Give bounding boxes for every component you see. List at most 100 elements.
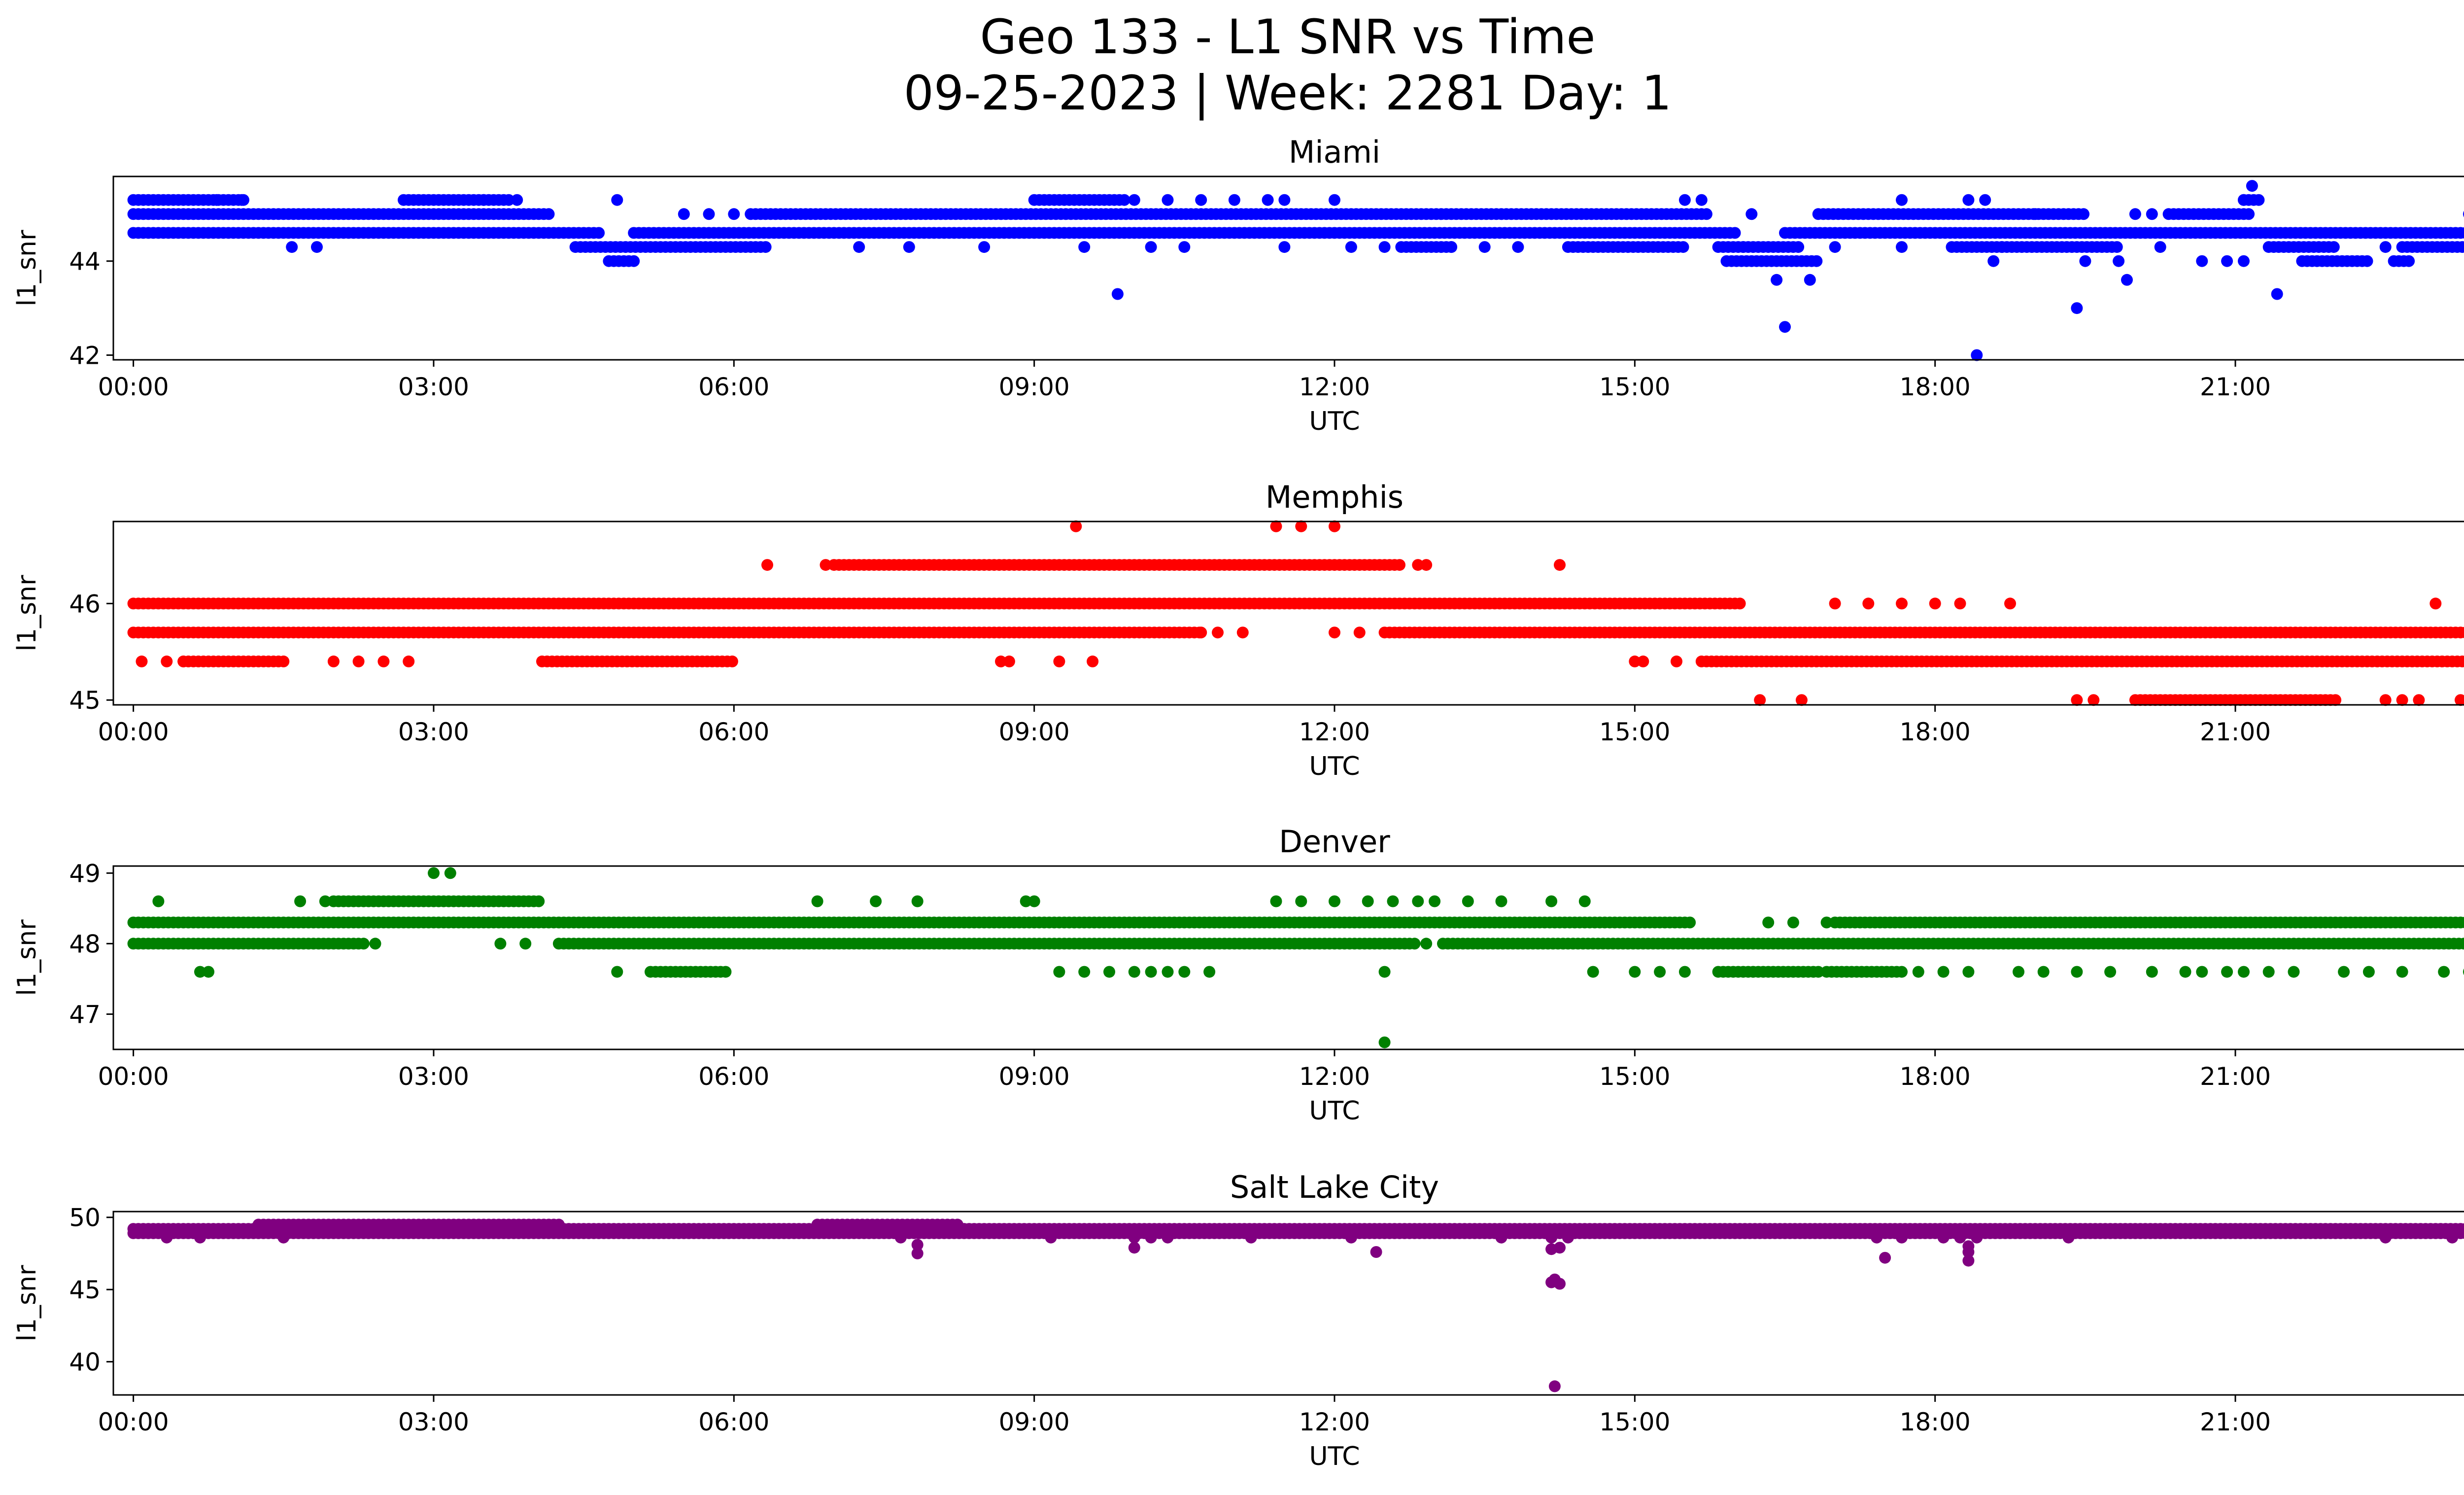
data-point — [2238, 194, 2250, 206]
data-point — [1462, 895, 1474, 907]
data-point — [1378, 966, 1391, 978]
data-point — [2221, 255, 2233, 267]
data-point — [1270, 895, 1282, 907]
data-point — [2327, 241, 2340, 253]
data-point — [1896, 194, 1908, 206]
data-point — [1103, 966, 1115, 978]
data-point — [2013, 966, 2024, 978]
data-point — [1996, 241, 2008, 253]
data-point — [1954, 597, 1966, 610]
x-axis-label: UTC — [1309, 752, 1360, 781]
data-point — [911, 895, 924, 907]
data-point — [978, 241, 991, 253]
data-point — [1445, 241, 1457, 253]
data-point — [1420, 559, 1433, 571]
data-point — [136, 655, 148, 667]
data-point — [1587, 966, 1599, 978]
data-point — [1329, 194, 1340, 206]
data-point — [1420, 938, 1433, 950]
data-point — [1937, 966, 1950, 978]
data-point — [1412, 895, 1424, 907]
data-point — [369, 938, 381, 950]
x-tick-label: 21:00 — [2200, 1408, 2271, 1436]
data-point — [403, 655, 415, 667]
y-axis-label: l1_snr — [12, 919, 42, 996]
data-point — [2079, 255, 2091, 267]
y-tick-label: 50 — [69, 1204, 101, 1232]
data-point — [2146, 966, 2158, 978]
x-tick-label: 12:00 — [1299, 373, 1370, 401]
data-point — [1820, 916, 1833, 929]
data-point — [2088, 694, 2100, 706]
x-tick-label: 00:00 — [98, 718, 169, 746]
data-point — [1178, 241, 1191, 253]
data-point — [1654, 966, 1666, 978]
data-point — [1128, 966, 1140, 978]
data-point — [911, 1247, 924, 1259]
data-point — [811, 895, 823, 907]
data-point — [2338, 966, 2350, 978]
plot-frame — [112, 1211, 2464, 1396]
x-tick-label: 09:00 — [999, 1062, 1070, 1091]
x-tick-label: 00:00 — [98, 373, 169, 401]
data-point — [1145, 966, 1157, 978]
data-point — [2396, 966, 2408, 978]
data-point — [1162, 194, 1174, 206]
y-tick-label: 48 — [69, 930, 101, 958]
data-point — [194, 1231, 206, 1244]
data-point — [1128, 194, 1140, 206]
data-point — [870, 895, 882, 907]
data-point — [1745, 208, 1758, 220]
y-tick-label: 42 — [69, 341, 101, 370]
data-point — [494, 938, 507, 950]
data-point — [1637, 655, 1649, 667]
data-point — [2438, 966, 2450, 978]
y-axis-label: l1_snr — [12, 230, 42, 307]
data-point — [1028, 895, 1040, 907]
x-tick-label: 06:00 — [698, 1408, 769, 1436]
data-point — [2446, 1231, 2459, 1244]
data-point — [1545, 895, 1558, 907]
data-point — [543, 208, 555, 220]
data-point — [894, 1231, 907, 1244]
data-point — [2221, 966, 2233, 978]
data-point — [2071, 694, 2083, 706]
data-point — [1329, 520, 1340, 532]
data-point — [277, 655, 290, 667]
data-point — [1408, 938, 1421, 950]
data-point — [1896, 241, 1908, 253]
data-point — [1695, 194, 1708, 206]
data-point — [1195, 194, 1207, 206]
series-points — [127, 520, 2464, 706]
data-point — [1962, 966, 1975, 978]
x-tick-label: 03:00 — [398, 1062, 469, 1091]
data-point — [1912, 966, 1924, 978]
data-point — [1295, 520, 1307, 532]
data-point — [2062, 1231, 2075, 1244]
data-point — [2379, 1231, 2392, 1244]
data-point — [1278, 241, 1291, 253]
data-point — [593, 227, 605, 239]
data-point — [1128, 1231, 1140, 1244]
data-point — [1053, 655, 1065, 667]
y-tick-label: 45 — [69, 686, 101, 715]
data-point — [2458, 938, 2464, 950]
data-point — [1700, 208, 1712, 220]
panel-title: Salt Lake City — [1230, 1169, 1439, 1205]
data-point — [1236, 626, 1249, 639]
data-point — [1979, 194, 1991, 206]
data-point — [1329, 895, 1340, 907]
data-point — [1345, 1231, 1357, 1244]
data-point — [478, 194, 490, 206]
data-point — [2196, 255, 2208, 267]
x-tick-label: 21:00 — [2200, 1062, 2271, 1091]
data-point — [2461, 242, 2464, 252]
data-point — [628, 255, 640, 267]
data-point — [177, 655, 190, 667]
data-point — [1195, 626, 1207, 639]
x-tick-label: 00:00 — [98, 1408, 169, 1436]
data-point — [1162, 966, 1174, 978]
data-point — [352, 655, 365, 667]
data-point — [1962, 194, 1975, 206]
